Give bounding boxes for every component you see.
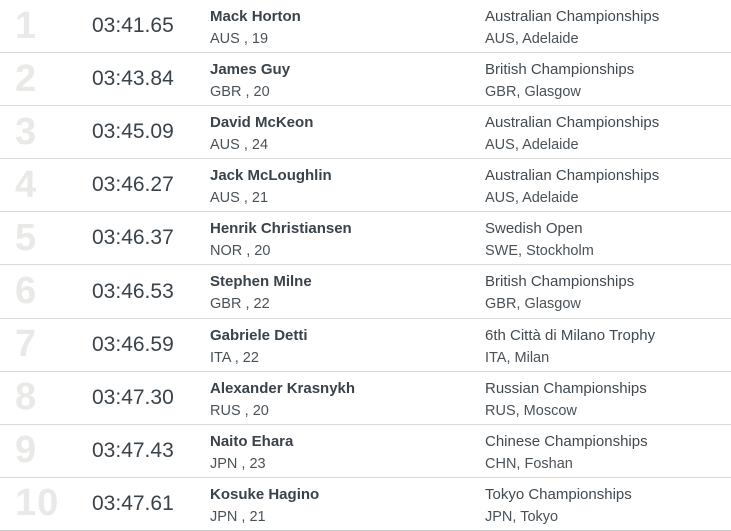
- swimmer-country-age: JPN , 21: [210, 508, 266, 525]
- meet-cell: Swedish Open SWE, Stockholm: [480, 212, 731, 264]
- rank-number: 10: [15, 482, 60, 525]
- swimmer-cell: Jack McLoughlin AUS , 21: [205, 159, 480, 211]
- meet-name: Russian Championships: [485, 379, 647, 397]
- meet-cell: British Championships GBR, Glasgow: [480, 53, 731, 105]
- meet-name: Australian Championships: [485, 8, 660, 25]
- swim-time: 03:47.61: [92, 491, 174, 515]
- rank-number: 8: [15, 376, 38, 419]
- meet-name: 6th Città di Milano Trophy: [485, 326, 656, 344]
- meet-cell: Chinese Championships CHN, Foshan: [480, 425, 731, 477]
- meet-cell: 6th Città di Milano Trophy ITA, Milan: [480, 319, 731, 371]
- table-row: 7 03:46.59 Gabriele Detti ITA , 22 6th C…: [0, 318, 731, 372]
- swimmer-name: Mack Horton: [210, 8, 301, 25]
- swimmer-cell: Henrik Christiansen NOR , 20: [205, 212, 480, 264]
- meet-name: Australian Championships: [485, 167, 660, 185]
- meet-name: Swedish Open: [485, 220, 583, 238]
- meet-location: GBR, Glasgow: [485, 84, 581, 101]
- meet-location: AUS, Adelaide: [485, 137, 579, 154]
- table-row: 5 03:46.37 Henrik Christiansen NOR , 20 …: [0, 212, 731, 266]
- meet-name: British Championships: [485, 273, 635, 291]
- meet-location: GBR, Glasgow: [485, 296, 581, 313]
- swimmer-country-age: NOR , 20: [210, 243, 271, 260]
- meet-name: Tokyo Championships: [485, 485, 632, 503]
- meet-name: Australian Championships: [485, 114, 660, 132]
- table-row: 6 03:46.53 Stephen Milne GBR , 22 Britis…: [0, 265, 731, 319]
- rank-number: 1: [15, 4, 38, 47]
- meet-name: British Championships: [485, 61, 635, 79]
- table-row: 1 03:41.65 Mack Horton AUS , 19 Australi…: [0, 0, 731, 54]
- swimmer-name: Gabriele Detti: [210, 326, 308, 344]
- rank-number: 7: [15, 323, 38, 366]
- swimmer-name: Naito Ehara: [210, 432, 294, 450]
- swim-time: 03:47.30: [92, 385, 174, 409]
- meet-location: JPN, Tokyo: [485, 508, 559, 525]
- swimmer-name: James Guy: [210, 61, 291, 79]
- swimmer-cell: Kosuke Hagino JPN , 21: [205, 478, 480, 530]
- swimmer-cell: Alexander Krasnykh RUS , 20: [205, 372, 480, 424]
- swim-time: 03:46.27: [92, 173, 174, 197]
- swimmer-name: Kosuke Hagino: [210, 485, 320, 503]
- swimmer-cell: Stephen Milne GBR , 22: [205, 265, 480, 317]
- meet-location: SWE, Stockholm: [485, 243, 594, 260]
- swim-time: 03:46.59: [92, 332, 174, 356]
- swim-time: 03:41.65: [92, 14, 174, 38]
- rank-number: 2: [15, 57, 38, 100]
- swim-time: 03:46.37: [92, 226, 174, 250]
- swim-time: 03:45.09: [92, 120, 174, 144]
- swimmer-cell: Gabriele Detti ITA , 22: [205, 319, 480, 371]
- rank-number: 4: [15, 163, 38, 206]
- table-row: 10 03:47.61 Kosuke Hagino JPN , 21 Tokyo…: [0, 477, 731, 531]
- meet-cell: Russian Championships RUS, Moscow: [480, 372, 731, 424]
- swim-time: 03:47.43: [92, 438, 174, 462]
- swimmer-country-age: RUS , 20: [210, 402, 269, 419]
- swimmer-name: Henrik Christiansen: [210, 220, 352, 238]
- meet-location: AUS, Adelaide: [485, 31, 579, 47]
- meet-cell: Australian Championships AUS, Adelaide: [480, 159, 731, 211]
- swimmer-country-age: JPN , 23: [210, 455, 266, 472]
- swimmer-country-age: GBR , 22: [210, 296, 270, 313]
- table-row: 4 03:46.27 Jack McLoughlin AUS , 21 Aust…: [0, 159, 731, 213]
- rank-number: 3: [15, 110, 38, 153]
- meet-name: Chinese Championships: [485, 432, 648, 450]
- table-row: 3 03:45.09 David McKeon AUS , 24 Austral…: [0, 106, 731, 160]
- swimmer-country-age: AUS , 24: [210, 137, 269, 154]
- swimmer-cell: David McKeon AUS , 24: [205, 106, 480, 158]
- table-row: 2 03:43.84 James Guy GBR , 20 British Ch…: [0, 53, 731, 107]
- swimmer-country-age: GBR , 20: [210, 84, 270, 101]
- swimmer-name: Jack McLoughlin: [210, 167, 332, 185]
- swimmer-country-age: AUS , 19: [210, 31, 269, 47]
- meet-cell: British Championships GBR, Glasgow: [480, 265, 731, 317]
- meet-cell: Tokyo Championships JPN, Tokyo: [480, 478, 731, 530]
- swim-time: 03:43.84: [92, 67, 174, 91]
- table-row: 9 03:47.43 Naito Ehara JPN , 23 Chinese …: [0, 424, 731, 478]
- meet-cell: Australian Championships AUS, Adelaide: [480, 0, 731, 52]
- rank-number: 6: [15, 270, 38, 313]
- table-row: 8 03:47.30 Alexander Krasnykh RUS , 20 R…: [0, 371, 731, 425]
- meet-location: AUS, Adelaide: [485, 190, 579, 207]
- meet-cell: Australian Championships AUS, Adelaide: [480, 106, 731, 158]
- meet-location: ITA, Milan: [485, 349, 550, 366]
- swimmer-name: Stephen Milne: [210, 273, 312, 291]
- swimmer-cell: Mack Horton AUS , 19: [205, 0, 480, 52]
- swimmer-cell: Naito Ehara JPN , 23: [205, 425, 480, 477]
- swimmer-country-age: ITA , 22: [210, 349, 259, 366]
- rank-number: 9: [15, 429, 38, 472]
- rank-number: 5: [15, 216, 38, 259]
- swim-time: 03:46.53: [92, 279, 174, 303]
- meet-location: RUS, Moscow: [485, 402, 577, 419]
- swimmer-name: Alexander Krasnykh: [210, 379, 356, 397]
- swimmer-name: David McKeon: [210, 114, 314, 132]
- swimmer-cell: James Guy GBR , 20: [205, 53, 480, 105]
- swimmer-country-age: AUS , 21: [210, 190, 269, 207]
- meet-location: CHN, Foshan: [485, 455, 573, 472]
